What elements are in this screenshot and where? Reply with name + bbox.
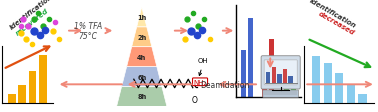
Bar	[277, 74, 282, 84]
Text: 6h: 6h	[137, 74, 146, 80]
Text: decreased: decreased	[318, 11, 356, 36]
Polygon shape	[132, 28, 152, 47]
Bar	[358, 94, 367, 103]
Bar	[19, 85, 26, 103]
FancyBboxPatch shape	[261, 56, 300, 89]
Polygon shape	[127, 47, 157, 67]
Text: 2h: 2h	[137, 34, 146, 40]
Polygon shape	[137, 8, 147, 28]
Text: Identification: Identification	[8, 0, 54, 31]
Polygon shape	[122, 67, 162, 87]
Bar	[283, 69, 287, 84]
Bar	[248, 19, 253, 97]
Text: OH: OH	[197, 58, 208, 64]
Bar	[347, 84, 355, 103]
Bar	[29, 71, 36, 103]
Bar	[39, 55, 46, 103]
Bar	[312, 56, 320, 103]
Text: Identification: Identification	[308, 0, 357, 29]
Bar	[284, 76, 289, 97]
Bar	[266, 72, 270, 84]
Text: O: O	[191, 95, 197, 104]
Text: 1% TFA
75°C: 1% TFA 75°C	[74, 22, 102, 41]
Bar	[270, 40, 274, 97]
Bar	[8, 94, 16, 103]
Text: 8h: 8h	[137, 94, 146, 100]
FancyBboxPatch shape	[264, 60, 297, 85]
Bar	[291, 58, 296, 97]
FancyBboxPatch shape	[263, 90, 299, 97]
Bar	[335, 73, 343, 103]
Bar	[288, 76, 293, 84]
Bar	[271, 67, 276, 84]
Text: recovered: recovered	[14, 8, 50, 37]
Bar	[241, 50, 246, 97]
Text: NH₂: NH₂	[194, 79, 207, 85]
Bar	[324, 64, 332, 103]
Bar	[262, 66, 267, 97]
Text: 4h: 4h	[137, 54, 146, 60]
Text: 1h: 1h	[137, 15, 146, 21]
Text: Deamidation: Deamidation	[200, 81, 249, 90]
Polygon shape	[116, 87, 167, 106]
